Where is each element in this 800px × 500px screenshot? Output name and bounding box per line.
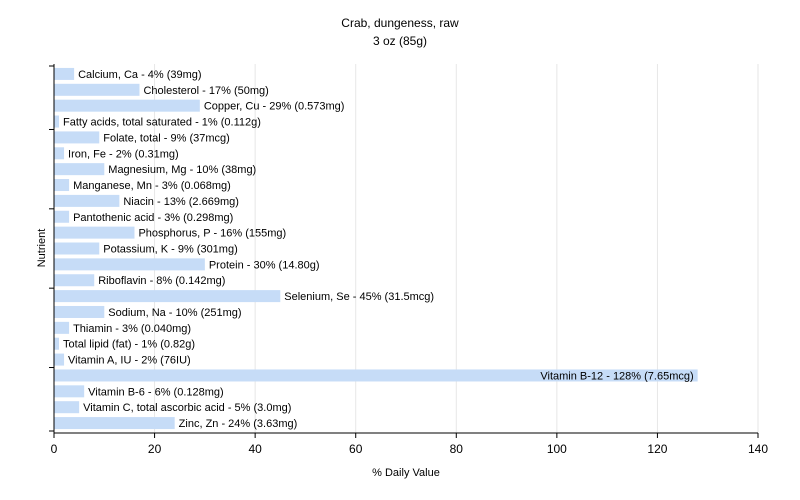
- axes: [49, 64, 758, 437]
- bar: [54, 321, 70, 334]
- bar: [54, 353, 65, 366]
- bar-label: Sodium, Na - 10% (251mg): [108, 307, 241, 319]
- bar: [54, 83, 140, 96]
- x-tick-label: 140: [748, 442, 768, 456]
- x-tick-label: 20: [148, 442, 162, 456]
- bar: [54, 401, 80, 414]
- bar: [54, 369, 698, 382]
- bar: [54, 131, 100, 144]
- bar: [54, 99, 200, 112]
- bar-label: Riboflavin - 8% (0.142mg): [98, 275, 225, 287]
- bar-label: Phosphorus, P - 16% (155mg): [138, 228, 286, 240]
- x-ticks: 0 20 40 60 80 100 120 140: [51, 433, 768, 456]
- bar-label: Zinc, Zn - 24% (3.63mg): [179, 418, 298, 430]
- bar-label: Vitamin B-12 - 128% (7.65mcg): [540, 370, 693, 382]
- bar: [54, 67, 75, 80]
- bar: [54, 194, 120, 207]
- bar: [54, 258, 205, 271]
- bar-label: Vitamin B-6 - 6% (0.128mg): [88, 386, 224, 398]
- y-axis-title: Nutrient: [36, 229, 48, 268]
- x-tick-label: 80: [450, 442, 464, 456]
- bar-label: Niacin - 13% (2.669mg): [123, 196, 239, 208]
- bar-label: Magnesium, Mg - 10% (38mg): [108, 164, 256, 176]
- bar-label: Total lipid (fat) - 1% (0.82g): [63, 339, 195, 351]
- bar-label: Pantothenic acid - 3% (0.298mg): [73, 212, 233, 224]
- bar-label: Protein - 30% (14.80g): [209, 259, 320, 271]
- bars-group: Calcium, Ca - 4% (39mg) Cholesterol - 17%…: [54, 67, 698, 430]
- x-axis-title: % Daily Value: [372, 467, 440, 479]
- bar-label: Potassium, K - 9% (301mg): [103, 244, 238, 256]
- bar: [54, 417, 175, 430]
- bar: [54, 226, 135, 239]
- bar-label: Fatty acids, total saturated - 1% (0.112…: [63, 117, 261, 129]
- bar: [54, 337, 60, 350]
- bar: [54, 115, 60, 128]
- bar-label: Selenium, Se - 45% (31.5mcg): [284, 291, 434, 303]
- bar-label: Iron, Fe - 2% (0.31mg): [68, 148, 179, 160]
- x-tick-label: 120: [647, 442, 667, 456]
- bar-label: Vitamin A, IU - 2% (76IU): [68, 355, 191, 367]
- bar: [54, 179, 70, 192]
- bar-label: Vitamin C, total ascorbic acid - 5% (3.0…: [83, 402, 291, 414]
- bar-label: Folate, total - 9% (37mcg): [103, 132, 230, 144]
- bar-label: Thiamin - 3% (0.040mg): [73, 323, 191, 335]
- bar: [54, 242, 100, 255]
- bar: [54, 274, 95, 287]
- chart-title: Crab, dungeness, raw: [341, 16, 459, 30]
- x-tick-label: 40: [248, 442, 262, 456]
- x-tick-label: 60: [349, 442, 363, 456]
- bar: [54, 147, 65, 160]
- bar: [54, 210, 70, 223]
- x-tick-label: 0: [51, 442, 58, 456]
- bar-label: Copper, Cu - 29% (0.573mg): [204, 101, 345, 113]
- x-tick-label: 100: [547, 442, 567, 456]
- bar-label: Calcium, Ca - 4% (39mg): [78, 69, 201, 81]
- bar: [54, 290, 281, 303]
- bar-label: Manganese, Mn - 3% (0.068mg): [73, 180, 231, 192]
- bar: [54, 163, 105, 176]
- bar: [54, 305, 105, 318]
- bar-label: Cholesterol - 17% (50mg): [143, 85, 268, 97]
- chart-subtitle: 3 oz (85g): [373, 34, 427, 48]
- grid-lines: [154, 64, 759, 433]
- bar: [54, 385, 85, 398]
